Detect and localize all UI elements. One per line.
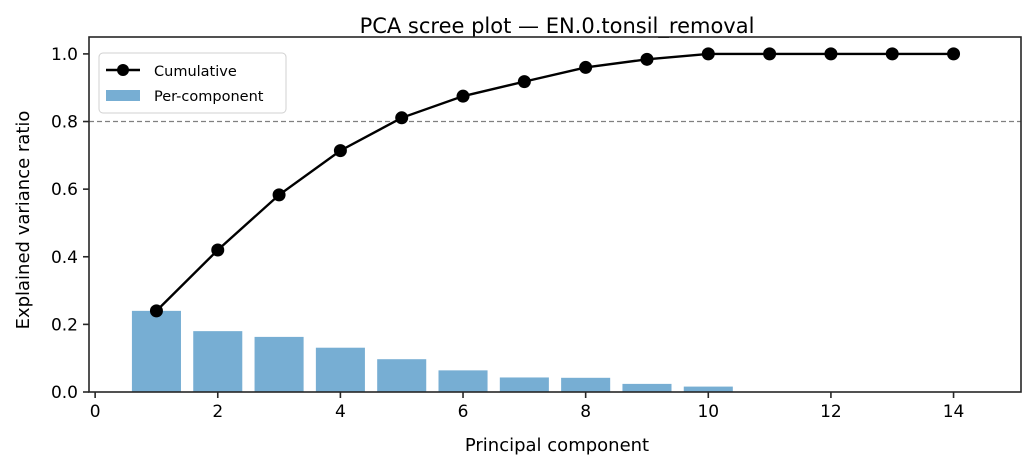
x-tick-label: 8: [580, 402, 591, 422]
x-tick-label: 6: [458, 402, 469, 422]
x-tick-label: 4: [335, 402, 346, 422]
legend-label-per-component: Per-component: [154, 89, 264, 105]
cumulative-marker: [149, 304, 163, 318]
per-component-bars: [131, 310, 733, 392]
bar: [683, 386, 733, 392]
x-tick-label: 0: [90, 402, 101, 422]
cumulative-legend-marker-icon: [117, 64, 129, 76]
x-tick-label: 10: [697, 402, 719, 422]
bar: [499, 377, 549, 392]
cumulative-marker: [640, 52, 654, 66]
x-tick-label: 2: [212, 402, 223, 422]
cumulative-marker: [456, 89, 470, 103]
bar: [254, 336, 304, 392]
cumulative-line: [155, 52, 954, 312]
bar: [131, 310, 181, 392]
y-tick-label: 0.6: [51, 180, 78, 200]
cumulative-marker: [333, 144, 347, 158]
bar: [377, 359, 427, 392]
y-tick-label: 1.0: [51, 45, 78, 65]
cumulative-marker: [947, 47, 961, 61]
legend-label-cumulative: Cumulative: [154, 64, 237, 80]
y-axis-ticks: 0.0 0.2 0.4 0.6 0.8 1.0: [51, 45, 89, 403]
cumulative-marker: [824, 47, 838, 61]
x-tick-label: 12: [820, 402, 842, 422]
y-tick-label: 0.4: [51, 248, 78, 268]
x-axis-label: Principal component: [465, 435, 649, 456]
y-tick-label: 0.0: [51, 383, 78, 403]
cumulative-marker: [517, 75, 531, 89]
cumulative-marker: [272, 188, 286, 202]
chart-title: PCA scree plot — EN.0.tonsil_removal: [360, 14, 755, 39]
cumulative-marker: [701, 47, 715, 61]
bar: [561, 377, 611, 392]
cumulative-marker: [211, 243, 225, 257]
cumulative-marker: [395, 111, 409, 125]
y-tick-label: 0.8: [51, 113, 78, 133]
bar: [315, 347, 365, 392]
legend-box: [98, 52, 287, 114]
cumulative-marker: [763, 47, 777, 61]
cumulative-markers: [149, 47, 961, 318]
bar: [438, 370, 488, 392]
y-tick-label: 0.2: [51, 315, 78, 335]
x-tick-label: 14: [943, 402, 965, 422]
cumulative-marker: [579, 60, 593, 74]
axes-frame: [88, 36, 1022, 393]
bar: [622, 383, 672, 392]
legend: Cumulative Per-component: [98, 52, 287, 114]
x-axis-ticks: 0 2 4 6 8 10 12 14: [90, 392, 965, 422]
bar: [193, 331, 243, 392]
y-axis-label: Explained variance ratio: [13, 111, 34, 330]
per-component-legend-swatch-icon: [106, 90, 140, 101]
cumulative-marker: [885, 47, 899, 61]
